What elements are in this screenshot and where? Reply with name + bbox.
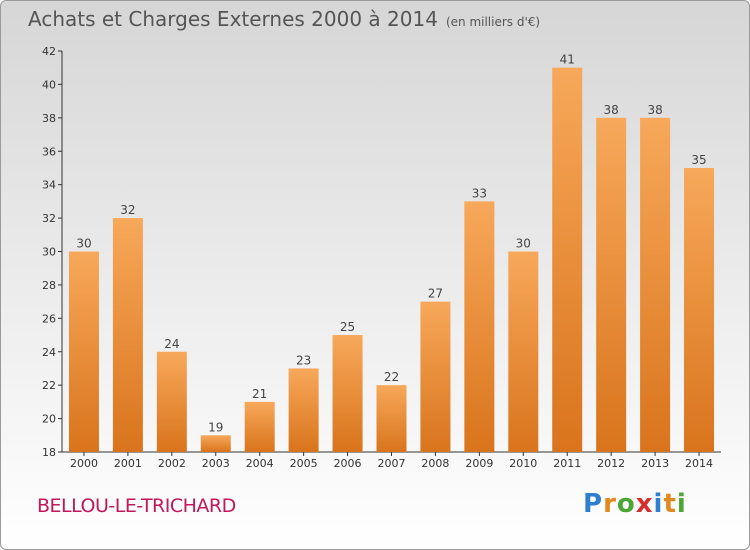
bar: [464, 201, 495, 452]
bar-value-label: 35: [691, 153, 706, 167]
x-axis: 2000 2001 2002 2003 2004 2005 2006 2007 2008 2009…: [62, 451, 721, 470]
y-tick-label: 36: [42, 145, 56, 158]
x-tick-label: 2011: [553, 457, 581, 470]
chart-title-text: Achats et Charges Externes 2000 à 2014: [28, 7, 438, 31]
bar-value-label: 38: [647, 103, 662, 117]
y-tick-label: 30: [42, 246, 56, 259]
bar: [552, 67, 583, 452]
bar: [288, 368, 319, 452]
y-tick-label: 28: [42, 279, 56, 292]
y-tick-label: 18: [42, 446, 56, 459]
bar: [640, 117, 671, 452]
brand-letter: x: [635, 489, 654, 519]
bar-value-label: 19: [208, 420, 223, 434]
chart-title: Achats et Charges Externes 2000 à 2014 (e…: [28, 7, 540, 31]
y-tick-label: 26: [42, 312, 56, 325]
x-tick-label: 2008: [421, 457, 449, 470]
x-tick-label: 2001: [114, 457, 142, 470]
bar-value-label: 23: [296, 353, 311, 367]
x-tick-label: 2012: [597, 457, 625, 470]
chart-subtitle: (en milliers d'€): [445, 15, 541, 29]
bar-value-label: 30: [516, 237, 531, 251]
bar: [332, 335, 363, 452]
x-tick-label: 2013: [641, 457, 669, 470]
bar: [508, 251, 539, 452]
bar-value-label: 27: [428, 287, 443, 301]
y-tick-label: 24: [42, 346, 56, 359]
city-name: BELLOU-LE-TRICHARD: [37, 495, 236, 517]
bars: 30 32 24 19 21 23 25 22 27 33 30 41 38 38 35: [68, 53, 715, 453]
y-tick-label: 20: [42, 413, 56, 426]
brand-letter: t: [663, 489, 677, 519]
brand-letter: i: [653, 489, 664, 519]
bar: [68, 251, 99, 452]
bar: [596, 117, 627, 452]
x-tick-label: 2010: [509, 457, 537, 470]
x-tick-label: 2005: [290, 457, 318, 470]
x-tick-label: 2007: [378, 457, 406, 470]
y-tick-label: 22: [42, 379, 56, 392]
x-tick-label: 2002: [158, 457, 186, 470]
brand-logo: Proxiti: [583, 489, 687, 519]
brand-letter: P: [583, 489, 604, 519]
x-tick-label: 2004: [246, 457, 274, 470]
brand-letter: o: [616, 489, 636, 519]
y-axis: 18 20 22 24 26 28 30 32 34 36 38 40 42: [42, 45, 63, 459]
brand-letter: i: [676, 489, 687, 519]
bar-value-label: 38: [604, 103, 619, 117]
bar-value-label: 41: [560, 53, 575, 67]
bar-value-label: 24: [164, 337, 179, 351]
y-tick-label: 38: [42, 112, 56, 125]
x-tick-label: 2003: [202, 457, 230, 470]
y-tick-label: 40: [42, 78, 56, 91]
bar: [112, 218, 143, 452]
bar-value-label: 33: [472, 186, 487, 200]
bar-value-label: 21: [252, 387, 267, 401]
y-tick-label: 34: [42, 179, 56, 192]
y-tick-label: 42: [42, 45, 56, 58]
bar-value-label: 30: [76, 237, 91, 251]
bar-value-label: 22: [384, 370, 399, 384]
brand-letter: r: [603, 489, 617, 519]
bar: [376, 385, 407, 452]
x-tick-label: 2006: [334, 457, 362, 470]
x-tick-label: 2000: [70, 457, 98, 470]
bar: [684, 167, 715, 453]
bar: [420, 301, 451, 452]
y-tick-label: 32: [42, 212, 56, 225]
bar: [200, 435, 231, 452]
bar-value-label: 32: [120, 203, 135, 217]
bar: [156, 351, 187, 452]
x-tick-label: 2009: [465, 457, 493, 470]
bar-value-label: 25: [340, 320, 355, 334]
x-tick-label: 2014: [685, 457, 713, 470]
bar: [244, 401, 275, 452]
